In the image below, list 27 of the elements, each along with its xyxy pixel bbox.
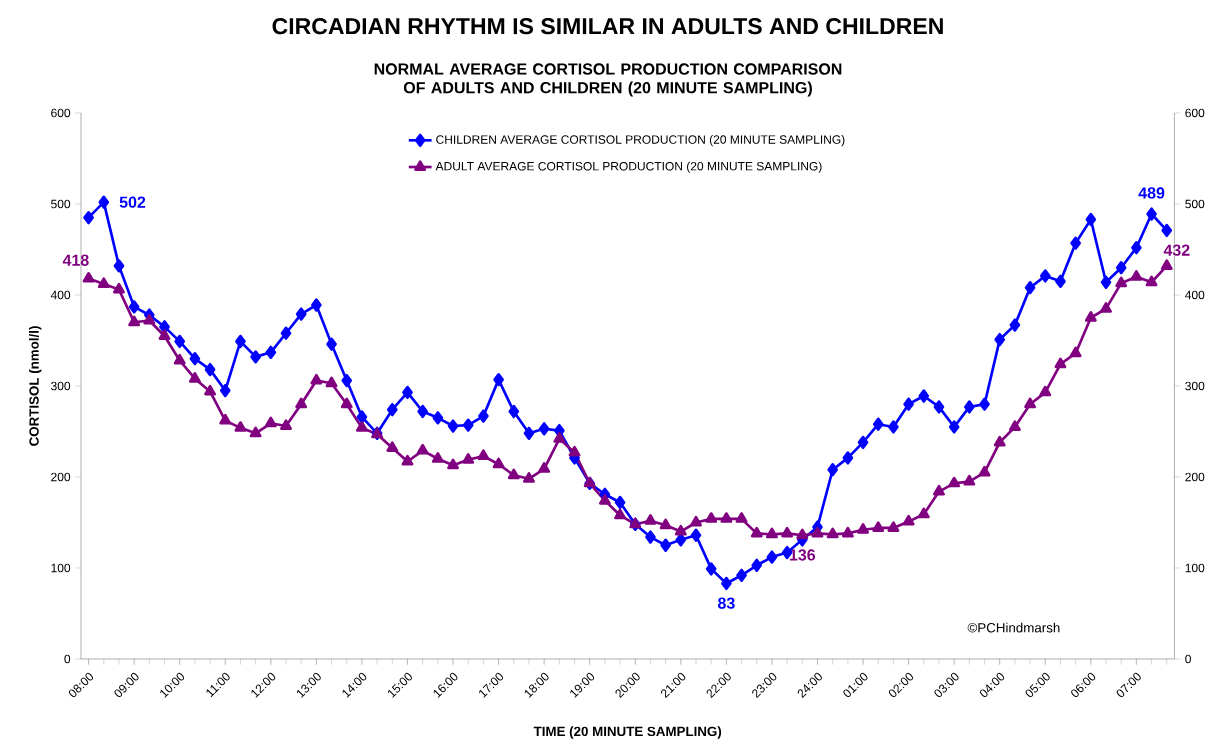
y2-tick-label: 400 (1185, 290, 1205, 300)
data-label: 418 (62, 254, 89, 266)
y2-tick-label: 200 (1185, 472, 1205, 482)
data-label: 502 (119, 196, 146, 208)
y2-tick-label: 600 (1185, 108, 1205, 118)
y2-tick-label: 500 (1185, 199, 1205, 209)
y-tick-label: 600 (51, 108, 71, 118)
y-tick-label: 500 (51, 199, 71, 209)
data-label: 489 (1138, 187, 1165, 199)
y-axis-title: CORTISOL (nmol/l) (28, 326, 42, 446)
y-tick-label: 0 (64, 654, 71, 664)
x-axis-title: TIME (20 MINUTE SAMPLING) (533, 726, 722, 739)
y-tick-label: 300 (51, 381, 71, 391)
y2-tick-label: 100 (1185, 563, 1205, 573)
data-label: 83 (717, 597, 735, 609)
y-tick-label: 400 (50, 290, 71, 300)
legend-label: ADULT AVERAGE CORTISOL PRODUCTION (20 MINUTE SAMPLING) (435, 161, 822, 173)
data-label: 432 (1163, 244, 1190, 256)
y-tick-label: 100 (51, 563, 71, 573)
chart-subtitle: NORMAL AVERAGE CORTISOL PRODUCTION COMPARISON OF ADULTS AND CHILDREN (20 MINUTE SAMPLING) (374, 63, 842, 97)
y2-tick-label: 300 (1185, 381, 1205, 391)
y-tick-label: 200 (51, 472, 71, 482)
annotation: ©PCHindmarsh (967, 622, 1060, 633)
data-label: 136 (789, 549, 816, 561)
chart-title: CIRCADIAN RHYTHM IS SIMILAR IN ADULTS AND CHILDREN (272, 18, 943, 35)
y2-tick-label: 0 (1185, 654, 1191, 664)
legend-label: CHILDREN AVERAGE CORTISOL PRODUCTION (20 MINUTE SAMPLING) (436, 134, 845, 147)
